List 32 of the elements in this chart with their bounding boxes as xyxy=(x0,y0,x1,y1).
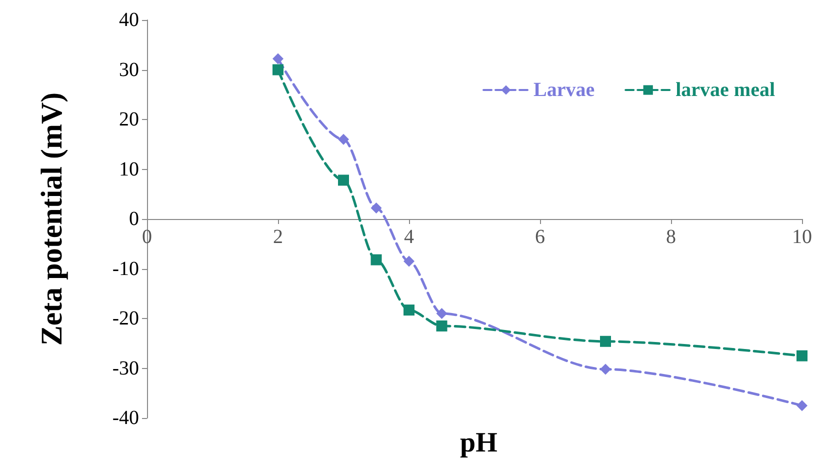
point xyxy=(600,364,611,375)
point xyxy=(404,256,414,267)
y-tick-label: 10 xyxy=(119,158,139,180)
point xyxy=(272,64,284,76)
legend-label: Larvae xyxy=(534,79,595,101)
point xyxy=(338,134,349,145)
x-tick-label: 8 xyxy=(666,226,676,248)
y-tick-label: -40 xyxy=(112,407,139,429)
point xyxy=(404,304,414,316)
x-axis-title: pH xyxy=(460,428,498,458)
point xyxy=(600,336,611,347)
point xyxy=(436,320,448,332)
point xyxy=(436,308,448,320)
point xyxy=(796,400,808,412)
point xyxy=(796,350,808,362)
y-tick-label: -10 xyxy=(112,258,139,280)
point xyxy=(272,53,284,64)
y-tick-label: 30 xyxy=(119,58,139,81)
y-tick-label: 0 xyxy=(129,208,139,230)
y-axis-title: Zeta potential (mV) xyxy=(36,92,68,346)
y-tick-label: -20 xyxy=(112,308,139,330)
y-tick-label: 40 xyxy=(119,9,139,31)
y-tick-label: 20 xyxy=(119,108,139,130)
x-tick-label: 6 xyxy=(535,226,545,248)
point xyxy=(370,202,382,214)
x-tick-label: 2 xyxy=(273,226,283,248)
y-tick-label: -30 xyxy=(112,357,139,380)
point xyxy=(370,254,382,266)
x-tick-label: 10 xyxy=(792,226,812,248)
legend-label: larvae meal xyxy=(676,79,776,101)
x-tick-label: 4 xyxy=(404,226,414,248)
point xyxy=(338,174,349,186)
